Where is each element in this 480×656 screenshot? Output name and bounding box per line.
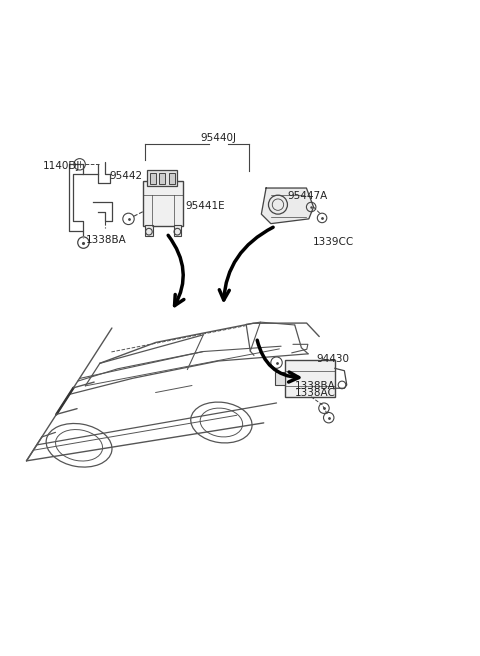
Text: 95442: 95442 xyxy=(109,171,143,181)
FancyBboxPatch shape xyxy=(285,359,335,397)
FancyBboxPatch shape xyxy=(143,181,183,226)
Text: 1339CC: 1339CC xyxy=(312,237,354,247)
FancyBboxPatch shape xyxy=(169,173,175,184)
Polygon shape xyxy=(261,188,313,224)
FancyBboxPatch shape xyxy=(159,173,165,184)
FancyBboxPatch shape xyxy=(174,224,181,236)
Text: 95441E: 95441E xyxy=(185,201,225,211)
Text: 1338AC: 1338AC xyxy=(295,388,336,398)
FancyBboxPatch shape xyxy=(150,173,156,184)
Text: 95440J: 95440J xyxy=(201,133,237,143)
FancyBboxPatch shape xyxy=(275,372,285,385)
Text: 1338BA: 1338BA xyxy=(86,236,127,245)
FancyBboxPatch shape xyxy=(145,224,153,236)
Text: 1338BA: 1338BA xyxy=(295,381,336,391)
FancyBboxPatch shape xyxy=(146,171,178,186)
Text: 94430: 94430 xyxy=(316,354,349,364)
Text: 1140DJ: 1140DJ xyxy=(43,161,81,171)
Text: 95447A: 95447A xyxy=(288,191,328,201)
